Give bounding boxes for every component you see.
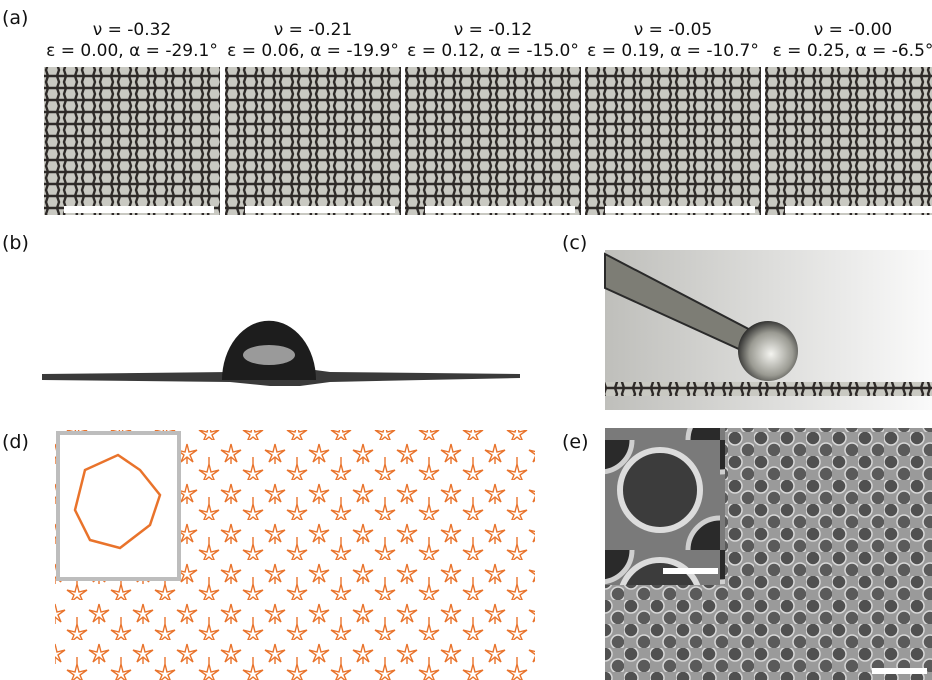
panel-label: (c) bbox=[562, 232, 587, 254]
mesh-photo bbox=[225, 67, 401, 215]
scale-bar bbox=[872, 668, 927, 674]
params-label: ε = 0.06, α = -19.9° bbox=[227, 41, 399, 61]
scale-bar bbox=[785, 206, 932, 213]
panel-label: (b) bbox=[2, 232, 29, 254]
mesh-photo bbox=[405, 67, 581, 215]
nu-label: ν = -0.32 bbox=[93, 20, 172, 40]
figure: ν = -0.32ε = 0.00, α = -29.1°ν = -0.21ε … bbox=[0, 0, 932, 680]
panel-label: (e) bbox=[562, 431, 589, 453]
substrate bbox=[605, 382, 932, 396]
scale-bar bbox=[245, 206, 395, 213]
nu-label: ν = -0.21 bbox=[274, 20, 353, 40]
mesh-photo bbox=[585, 67, 761, 215]
droplet-reflection bbox=[243, 345, 295, 365]
nu-label: ν = -0.12 bbox=[454, 20, 533, 40]
scale-bar bbox=[663, 568, 718, 574]
sem-image bbox=[605, 428, 932, 680]
scale-bar bbox=[64, 206, 214, 213]
panel-a: ν = -0.32ε = 0.00, α = -29.1°ν = -0.21ε … bbox=[44, 20, 932, 215]
sphere-photo bbox=[605, 250, 932, 410]
sphere bbox=[738, 321, 798, 381]
nu-label: ν = -0.05 bbox=[634, 20, 713, 40]
scale-bar bbox=[425, 206, 575, 213]
page: ν = -0.32ε = 0.00, α = -29.1°ν = -0.21ε … bbox=[0, 0, 932, 680]
droplet-photo bbox=[42, 321, 520, 386]
mesh-photo bbox=[765, 67, 932, 215]
params-label: ε = 0.25, α = -6.5° bbox=[773, 41, 932, 61]
params-label: ε = 0.00, α = -29.1° bbox=[46, 41, 218, 61]
lattice bbox=[55, 430, 535, 680]
panel-label: (d) bbox=[2, 431, 29, 453]
panel-label: (a) bbox=[2, 7, 28, 29]
params-label: ε = 0.19, α = -10.7° bbox=[587, 41, 759, 61]
params-label: ε = 0.12, α = -15.0° bbox=[407, 41, 579, 61]
scale-bar bbox=[605, 206, 755, 213]
sem-inset bbox=[605, 428, 725, 585]
mesh-photo bbox=[44, 67, 220, 215]
nu-label: ν = -0.00 bbox=[814, 20, 893, 40]
